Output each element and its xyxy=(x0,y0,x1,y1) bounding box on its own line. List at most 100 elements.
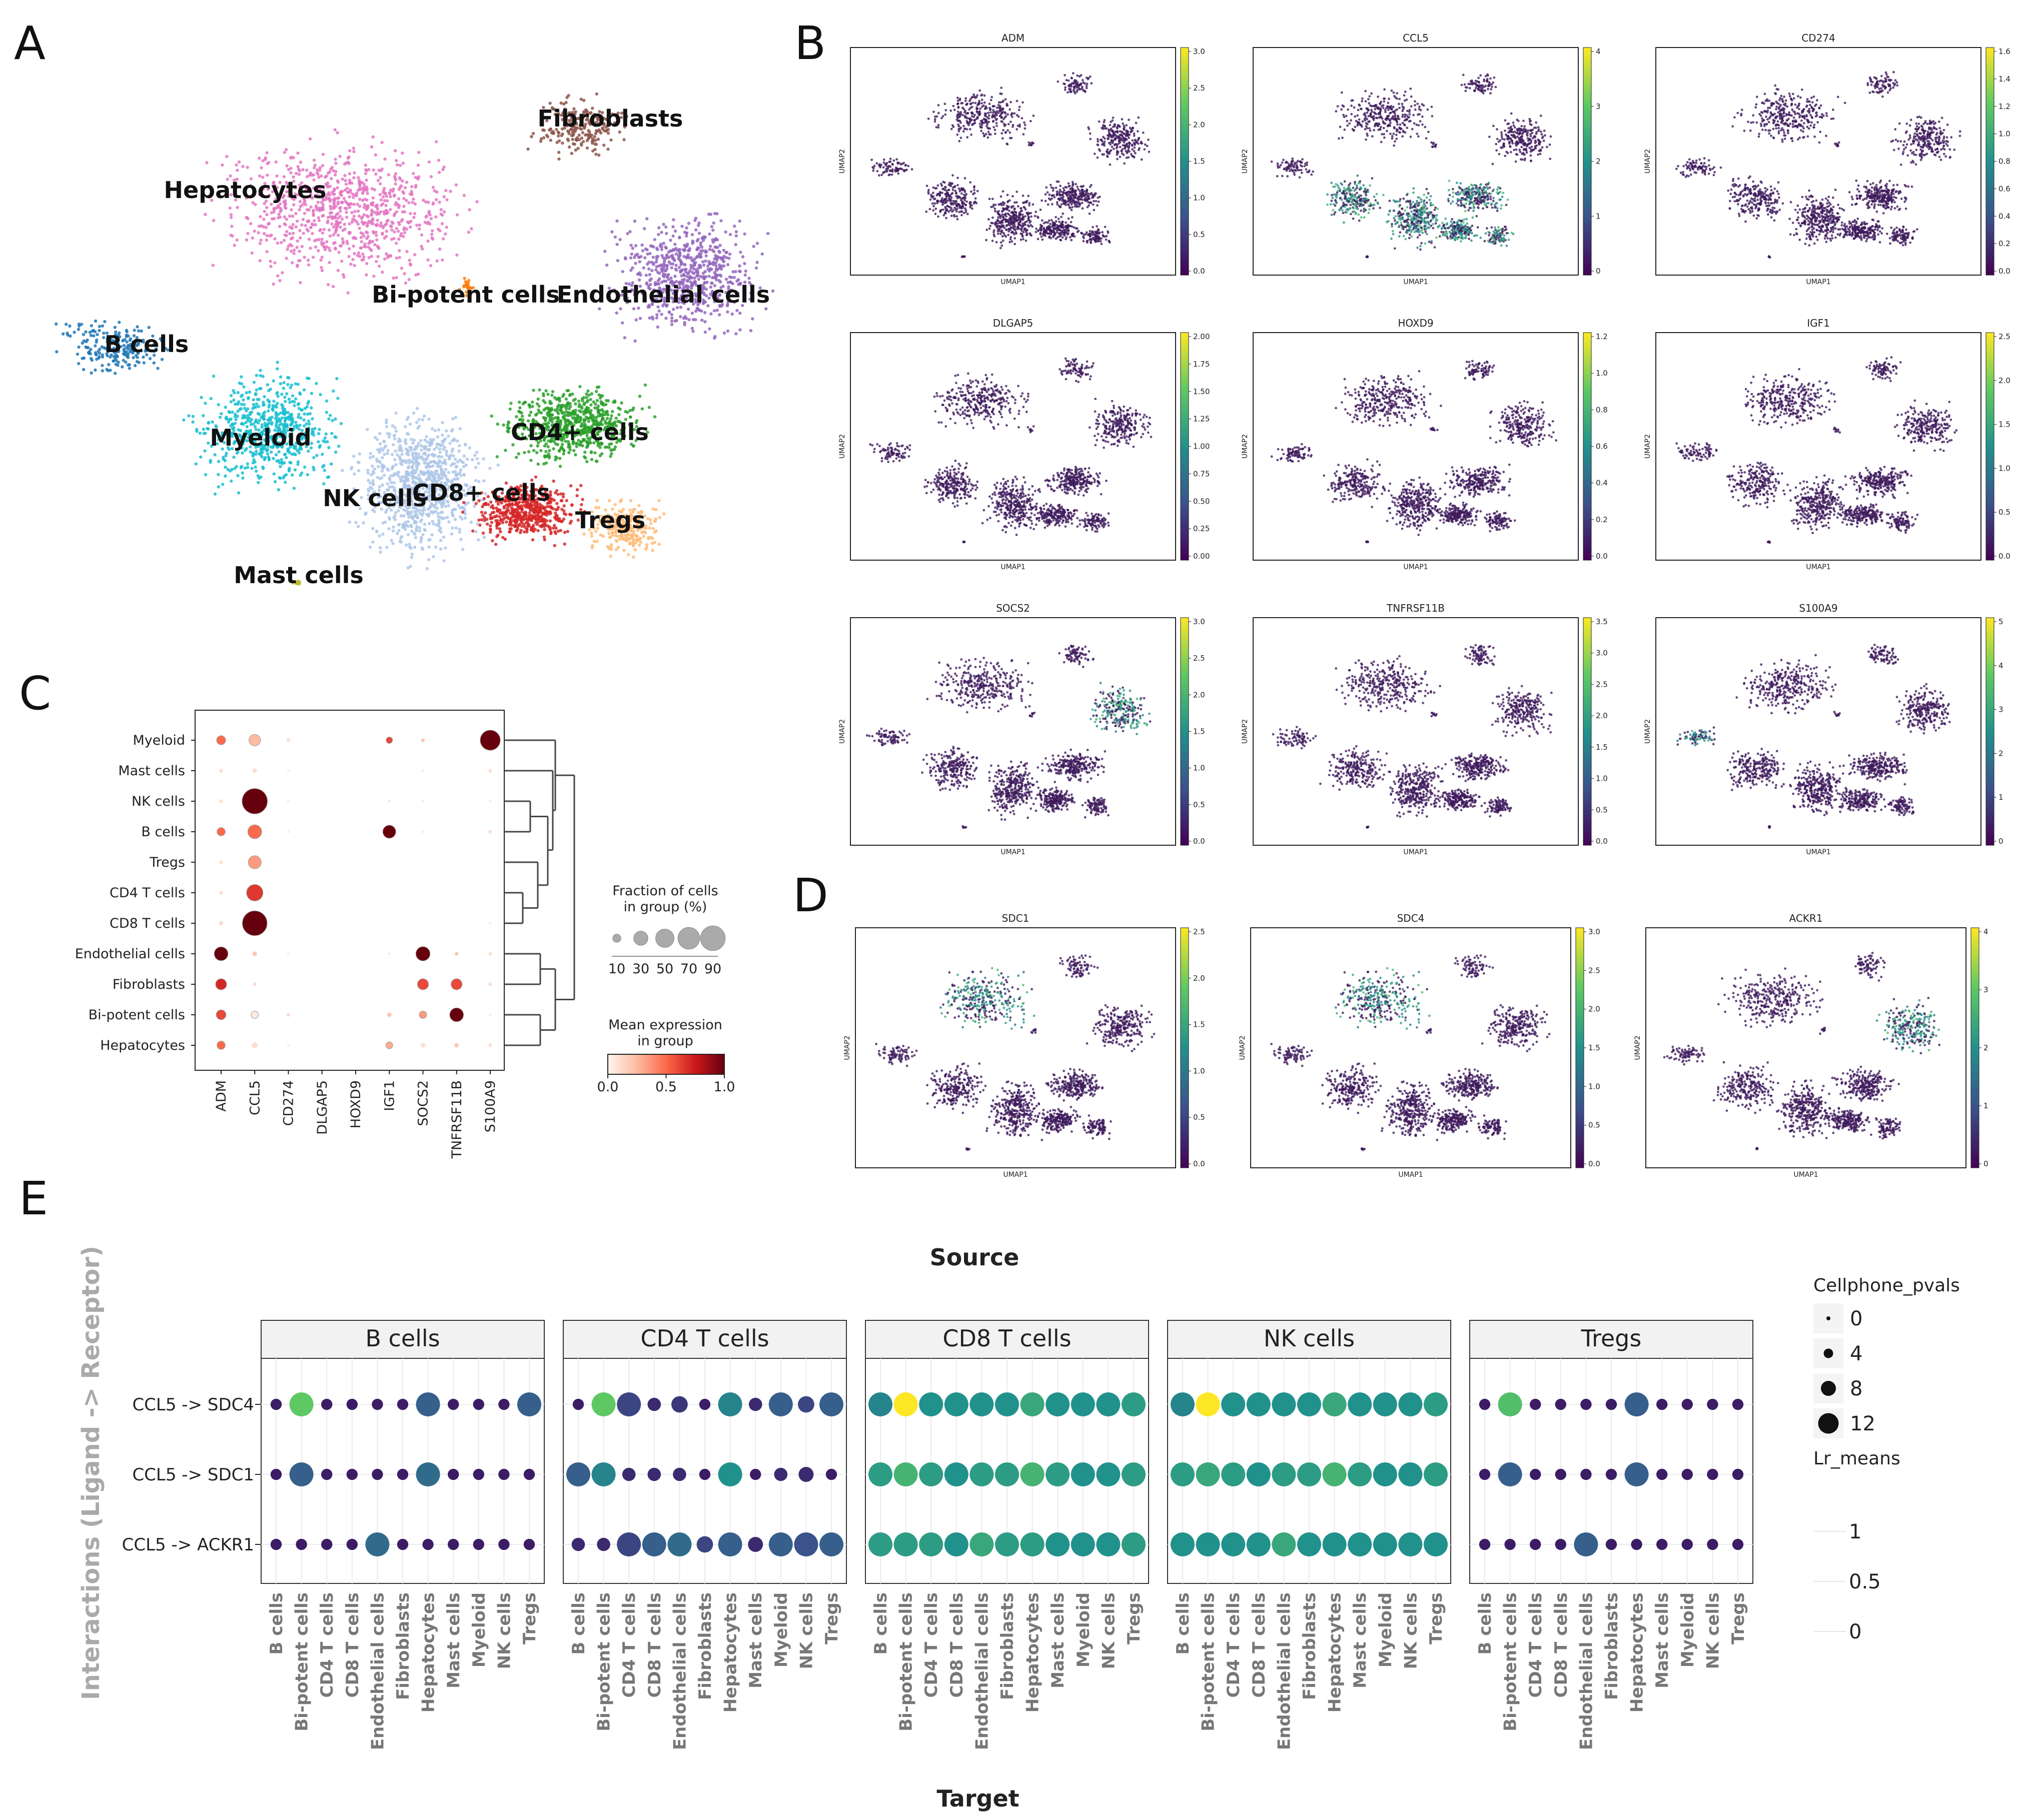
umap-point xyxy=(397,197,400,200)
umap-point xyxy=(444,189,447,192)
umap-point xyxy=(334,205,337,208)
umap-point xyxy=(351,258,354,261)
umap-point xyxy=(402,192,405,195)
umap-point xyxy=(287,168,290,171)
umap-point xyxy=(557,158,560,161)
umap-point xyxy=(336,186,339,189)
umap-point xyxy=(417,151,420,154)
umap-point xyxy=(309,138,312,141)
umap-point xyxy=(246,166,249,169)
umap-point xyxy=(393,214,396,217)
umap-point xyxy=(338,155,341,158)
umap-point xyxy=(438,248,441,251)
umap-point xyxy=(441,259,444,262)
umap-point xyxy=(594,143,597,146)
umap-point xyxy=(342,276,345,279)
umap-point xyxy=(427,201,430,204)
umap-point xyxy=(292,223,295,226)
umap-point xyxy=(401,211,404,214)
umap-point xyxy=(358,215,361,218)
umap-point xyxy=(410,185,413,188)
umap-point xyxy=(545,134,548,137)
umap-point xyxy=(249,222,252,225)
umap-point xyxy=(405,250,408,253)
umap-point xyxy=(403,226,406,229)
umap-point xyxy=(607,132,610,135)
umap-point xyxy=(270,234,273,237)
umap-point xyxy=(285,257,288,260)
umap-point xyxy=(245,216,248,219)
umap-point xyxy=(360,217,363,220)
umap-point xyxy=(397,238,400,241)
umap-point xyxy=(348,206,351,209)
umap-point xyxy=(283,151,286,154)
umap-point xyxy=(588,133,591,136)
umap-point xyxy=(395,227,398,230)
umap-point xyxy=(561,142,564,145)
umap-point xyxy=(304,224,307,227)
umap-point xyxy=(312,256,315,259)
umap-point xyxy=(329,235,332,238)
umap-point xyxy=(532,132,535,135)
umap-point xyxy=(298,250,301,253)
umap-point xyxy=(430,233,433,236)
umap-point xyxy=(393,194,396,197)
umap-point xyxy=(308,238,311,241)
umap-point xyxy=(291,261,294,264)
umap-point xyxy=(327,283,330,286)
umap-point xyxy=(412,198,415,201)
umap-point xyxy=(430,175,433,178)
umap-point xyxy=(307,259,310,262)
umap-point xyxy=(366,204,369,207)
umap-point xyxy=(349,263,352,266)
umap-point xyxy=(364,172,367,175)
umap-point xyxy=(340,201,343,204)
umap-point xyxy=(328,229,331,232)
umap-point xyxy=(337,269,340,272)
umap-point xyxy=(273,217,276,220)
umap-point xyxy=(609,139,612,142)
umap-point xyxy=(344,200,347,203)
umap-point xyxy=(424,221,427,224)
umap-point xyxy=(438,201,441,204)
umap-point xyxy=(352,150,355,153)
umap-point xyxy=(309,247,312,250)
umap-point xyxy=(358,188,361,191)
umap-point xyxy=(394,179,397,182)
umap-point xyxy=(429,264,432,267)
umap-point xyxy=(329,215,332,218)
umap-point xyxy=(468,208,471,211)
umap-point xyxy=(372,136,375,139)
umap-point xyxy=(455,254,458,257)
umap-point xyxy=(321,215,324,218)
umap-point xyxy=(401,152,404,155)
umap-point xyxy=(347,231,350,234)
umap-point xyxy=(296,220,299,223)
umap-point xyxy=(383,187,386,190)
umap-point xyxy=(379,225,382,228)
umap-point xyxy=(389,195,392,198)
umap-point xyxy=(365,169,368,172)
umap-point xyxy=(341,218,344,221)
umap-point xyxy=(332,242,335,245)
umap-point xyxy=(567,94,570,97)
umap-point xyxy=(597,154,600,157)
umap-point xyxy=(299,281,302,284)
umap-point xyxy=(298,208,301,211)
umap-point xyxy=(290,226,293,229)
umap-point xyxy=(303,212,306,215)
umap-point xyxy=(347,156,350,159)
umap-point xyxy=(302,232,305,235)
umap-point xyxy=(295,246,298,249)
umap-point xyxy=(361,192,364,195)
umap-point xyxy=(347,255,350,258)
umap-point xyxy=(435,198,438,201)
umap-point xyxy=(410,192,413,195)
umap-point xyxy=(269,260,272,263)
umap-point xyxy=(580,144,583,147)
umap-point xyxy=(329,198,332,201)
umap-point xyxy=(463,277,466,280)
umap-point xyxy=(375,234,378,237)
umap-point xyxy=(212,219,215,222)
umap-point xyxy=(359,247,362,250)
